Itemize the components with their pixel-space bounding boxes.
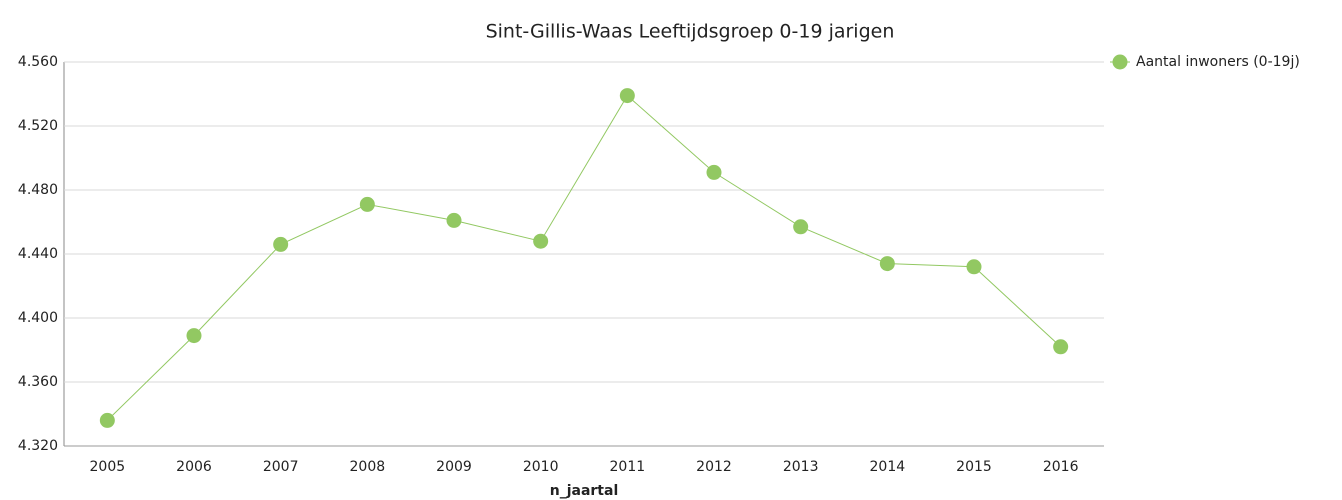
data-point xyxy=(186,328,202,344)
x-tick-label: 2013 xyxy=(783,459,819,475)
data-point xyxy=(879,256,895,272)
x-tick-label: 2010 xyxy=(523,459,559,475)
x-tick-label: 2011 xyxy=(610,459,646,475)
x-tick-label: 2005 xyxy=(90,459,126,475)
data-point xyxy=(966,259,982,275)
data-point xyxy=(99,412,115,428)
x-tick-label: 2014 xyxy=(870,459,906,475)
legend-label: Aantal inwoners (0-19j) xyxy=(1136,54,1300,70)
data-point xyxy=(793,219,809,235)
data-point xyxy=(273,236,289,252)
x-tick-label: 2015 xyxy=(956,459,992,475)
y-tick-label: 4.480 xyxy=(18,182,58,198)
x-tick-label: 2007 xyxy=(263,459,299,475)
data-point xyxy=(359,196,375,212)
x-tick-label: 2006 xyxy=(176,459,212,475)
x-axis-label: n_jaartal xyxy=(550,483,619,499)
y-tick-label: 4.560 xyxy=(18,54,58,70)
y-tick-label: 4.400 xyxy=(18,310,58,326)
x-tick-label: 2008 xyxy=(350,459,386,475)
data-point xyxy=(619,88,635,104)
x-tick-label: 2012 xyxy=(696,459,732,475)
data-point xyxy=(446,212,462,228)
legend-marker xyxy=(1112,54,1128,70)
data-point xyxy=(1053,339,1069,355)
y-tick-label: 4.360 xyxy=(18,374,58,390)
chart-title: Sint-Gillis-Waas Leeftijdsgroep 0-19 jar… xyxy=(486,21,895,43)
data-point xyxy=(706,164,722,180)
y-tick-label: 4.520 xyxy=(18,118,58,134)
x-tick-label: 2009 xyxy=(436,459,472,475)
series-line xyxy=(106,94,1062,421)
y-tick-label: 4.320 xyxy=(18,438,58,454)
data-point xyxy=(533,233,549,249)
x-tick-label: 2016 xyxy=(1043,459,1079,475)
y-tick-label: 4.440 xyxy=(18,246,58,262)
